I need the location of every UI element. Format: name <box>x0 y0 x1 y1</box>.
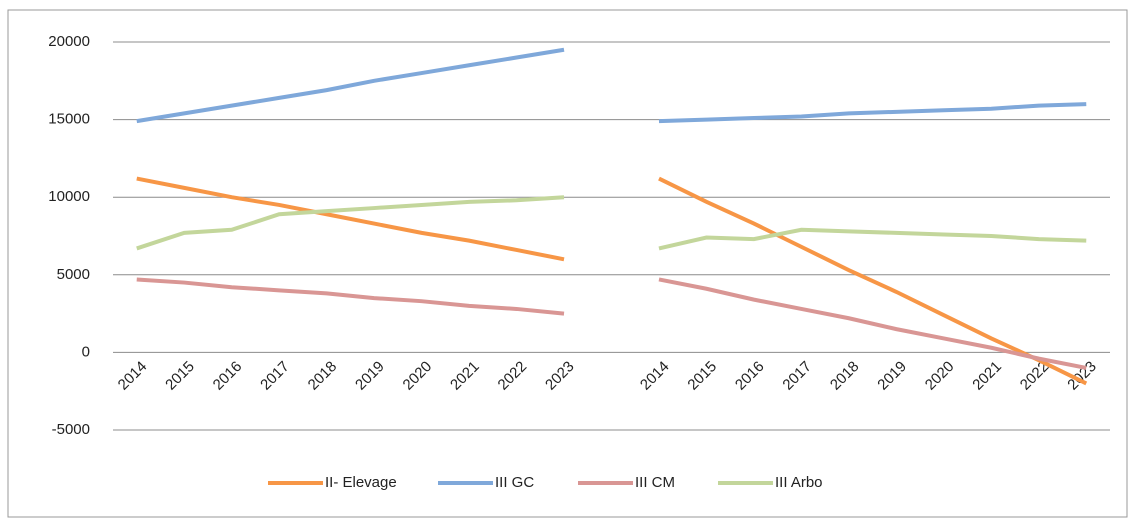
legend-label: III Arbo <box>775 474 823 491</box>
y-tick-label: 0 <box>82 343 90 360</box>
legend-label: III GC <box>495 474 534 491</box>
y-tick-label: 15000 <box>48 111 90 128</box>
legend-label: II- Elevage <box>325 474 397 491</box>
y-tick-label: 10000 <box>48 188 90 205</box>
y-tick-label: 5000 <box>57 266 90 283</box>
series-line <box>136 195 1087 251</box>
legend-label: III CM <box>635 474 675 491</box>
series-line <box>136 277 1087 370</box>
series-line <box>136 176 1088 386</box>
chart-frame <box>7 9 1128 518</box>
series-line <box>136 47 1087 124</box>
y-tick-label: 20000 <box>48 33 90 50</box>
y-tick-label: -5000 <box>52 421 90 438</box>
